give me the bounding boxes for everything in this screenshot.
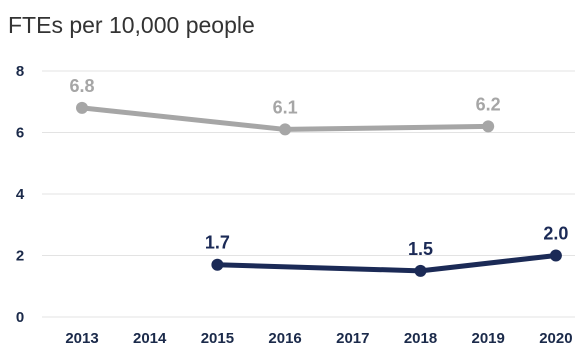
data-point [549,249,562,262]
data-point [76,101,88,114]
x-tick-label: 2015 [201,330,234,345]
x-tick-label: 2014 [133,330,167,345]
y-tick-label: 2 [16,248,24,265]
y-tick-label: 0 [16,309,24,326]
x-tick-label: 2019 [472,330,505,345]
x-tick-label: 2020 [539,330,572,345]
data-point [211,258,224,271]
x-tick-label: 2016 [268,330,301,345]
data-point [279,123,292,136]
data-point [482,120,495,133]
series-line-1 [214,253,559,274]
data-point [414,264,427,277]
x-tick-label: 2017 [336,330,369,345]
y-tick-label: 8 [16,63,24,80]
data-label: 1.7 [205,233,230,253]
data-label: 2.0 [543,224,568,244]
data-label: 6.2 [476,94,501,114]
data-label: 6.8 [69,76,94,96]
data-label: 6.1 [273,97,298,117]
chart-title: FTEs per 10,000 people [8,12,255,38]
data-label: 1.5 [408,239,433,259]
y-tick-label: 6 [16,125,24,142]
x-tick-label: 2013 [65,330,98,345]
x-tick-label: 2018 [404,330,437,345]
y-tick-label: 4 [16,186,25,203]
